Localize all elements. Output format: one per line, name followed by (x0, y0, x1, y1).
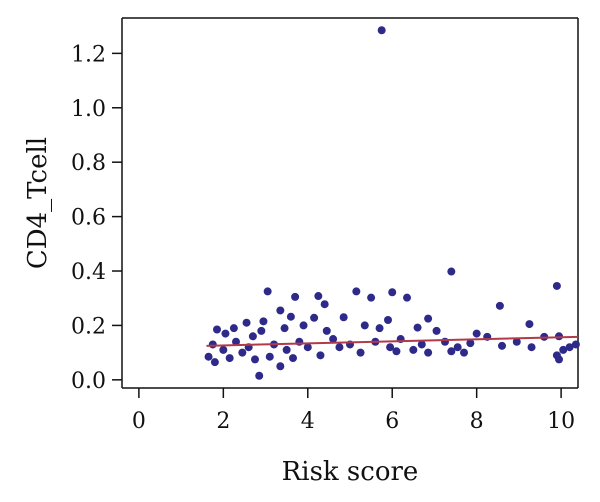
x-axis-label: Risk score (282, 457, 419, 487)
data-point (335, 343, 344, 352)
data-point (495, 301, 504, 310)
axes (121, 17, 579, 389)
data-point (441, 337, 449, 346)
data-point (213, 325, 221, 334)
data-point (386, 343, 395, 352)
data-point (314, 292, 323, 301)
data-point (225, 354, 234, 363)
y-tick-label: 0.8 (71, 151, 106, 176)
data-point (257, 326, 266, 335)
x-tick-label: 4 (301, 409, 315, 434)
data-points (204, 26, 580, 380)
fit-line (206, 335, 579, 347)
y-tick-label: 1.0 (71, 97, 106, 122)
data-point (375, 324, 384, 333)
data-point (259, 317, 268, 326)
data-point (204, 352, 213, 361)
data-point (447, 347, 456, 356)
data-point (316, 351, 325, 360)
data-point (453, 343, 462, 352)
data-point (276, 306, 285, 315)
data-point (525, 320, 534, 329)
fit-line-group (206, 335, 579, 347)
data-point (251, 355, 259, 364)
data-point (303, 343, 312, 352)
x-ticks: 0 2 4 6 8 10 (132, 388, 575, 434)
data-point (310, 313, 319, 322)
y-tick-label: 1.2 (71, 42, 106, 67)
y-tick-label: 0.0 (71, 369, 106, 394)
y-axis-label: CD4_Tcell (23, 137, 53, 269)
data-point (392, 347, 401, 356)
data-point (512, 337, 521, 346)
data-point (208, 340, 217, 349)
x-tick-label: 6 (385, 409, 399, 434)
data-point (291, 292, 300, 301)
data-point (360, 321, 369, 330)
data-point (565, 343, 574, 352)
data-point (320, 300, 329, 309)
data-point (472, 329, 481, 338)
data-point (527, 343, 536, 352)
data-point (413, 323, 422, 332)
data-point (432, 326, 441, 335)
x-tick-label: 8 (470, 409, 484, 434)
data-point (339, 313, 348, 322)
y-tick-label: 0.2 (71, 314, 106, 339)
data-point (356, 348, 365, 357)
data-point (384, 315, 392, 324)
data-point (424, 348, 433, 357)
data-point (282, 345, 291, 354)
data-point (466, 339, 475, 348)
data-point (367, 293, 376, 302)
data-point (238, 348, 247, 357)
x-tick-label: 0 (132, 409, 146, 434)
data-point (219, 345, 228, 354)
data-point (286, 312, 295, 321)
data-point (498, 341, 506, 350)
x-tick-label: 2 (216, 409, 230, 434)
data-point (424, 314, 433, 323)
y-tick-label: 0.4 (71, 260, 106, 285)
data-point (571, 340, 580, 349)
x-tick-label: 10 (547, 409, 575, 434)
data-point (403, 293, 411, 302)
data-point (329, 335, 338, 344)
data-point (447, 267, 456, 276)
data-point (232, 337, 240, 346)
data-point (299, 321, 308, 330)
data-point (555, 355, 563, 364)
data-point (289, 354, 297, 363)
data-point (221, 329, 230, 338)
data-point (388, 288, 397, 297)
data-point (417, 340, 426, 349)
data-point (409, 345, 418, 354)
data-point (263, 287, 272, 296)
data-point (229, 324, 238, 333)
data-point (322, 326, 331, 335)
data-point (210, 358, 219, 367)
data-point (352, 287, 361, 296)
data-point (552, 281, 561, 290)
data-point (377, 26, 386, 35)
data-point (248, 332, 257, 341)
y-tick-label: 0.6 (71, 206, 106, 231)
data-point (559, 345, 568, 354)
data-point (265, 352, 274, 361)
data-point (280, 324, 289, 333)
data-point (276, 362, 285, 371)
data-point (460, 348, 468, 357)
data-point (242, 318, 251, 327)
y-ticks: 0.0 0.2 0.4 0.6 0.8 1.0 1.2 (71, 42, 122, 394)
data-point (255, 371, 264, 380)
